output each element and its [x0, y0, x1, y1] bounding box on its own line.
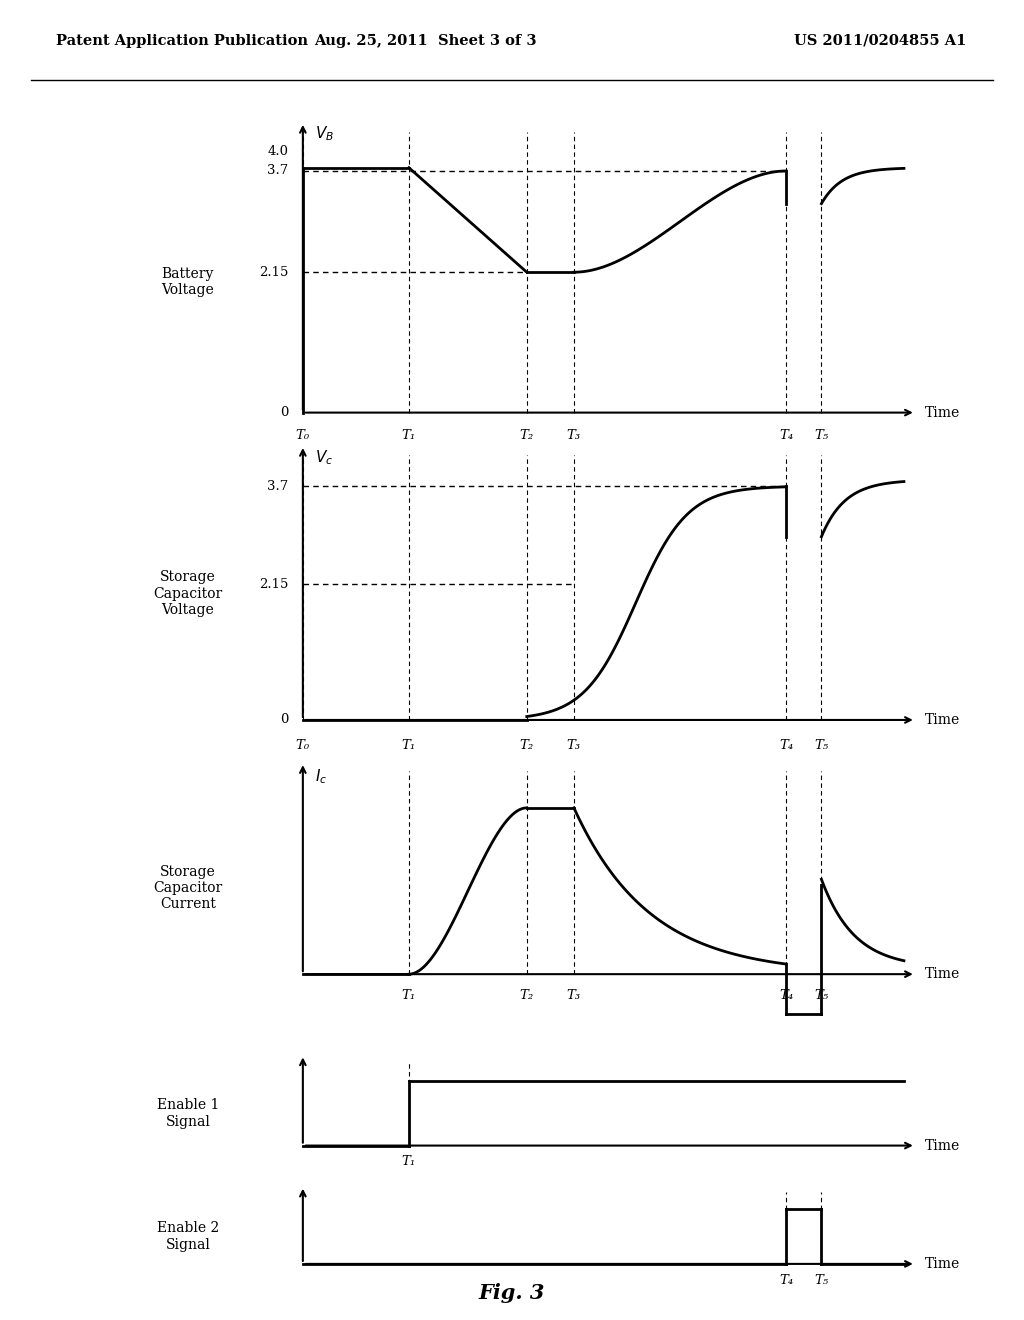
- Text: Enable 1
Signal: Enable 1 Signal: [157, 1098, 219, 1129]
- Text: T₄: T₄: [779, 989, 794, 1002]
- Text: 3.7: 3.7: [267, 165, 288, 177]
- Text: Battery
Voltage: Battery Voltage: [162, 267, 214, 297]
- Text: 0: 0: [280, 407, 288, 420]
- Text: T₁: T₁: [401, 739, 416, 752]
- Text: T₂: T₂: [519, 739, 534, 752]
- Text: Time: Time: [925, 1139, 959, 1152]
- Text: 2.15: 2.15: [259, 265, 288, 279]
- Text: $I_c$: $I_c$: [314, 767, 327, 785]
- Text: $V_c$: $V_c$: [314, 449, 333, 467]
- Text: T₄: T₄: [779, 429, 794, 442]
- Text: T₁: T₁: [401, 1155, 416, 1168]
- Text: T₄: T₄: [779, 1274, 794, 1287]
- Text: T₀: T₀: [296, 739, 310, 752]
- Text: T₃: T₃: [567, 429, 581, 442]
- Text: T₂: T₂: [519, 429, 534, 442]
- Text: T₅: T₅: [814, 739, 828, 752]
- Text: Fig. 3: Fig. 3: [479, 1283, 545, 1303]
- Text: T₁: T₁: [401, 989, 416, 1002]
- Text: Aug. 25, 2011  Sheet 3 of 3: Aug. 25, 2011 Sheet 3 of 3: [313, 33, 537, 48]
- Text: T₂: T₂: [519, 989, 534, 1002]
- Text: T₃: T₃: [567, 989, 581, 1002]
- Text: T₃: T₃: [567, 739, 581, 752]
- Text: Time: Time: [925, 713, 959, 727]
- Text: US 2011/0204855 A1: US 2011/0204855 A1: [795, 33, 967, 48]
- Text: Time: Time: [925, 405, 959, 420]
- Text: 2.15: 2.15: [259, 578, 288, 590]
- Text: Time: Time: [925, 968, 959, 981]
- Text: T₁: T₁: [401, 429, 416, 442]
- Text: Patent Application Publication: Patent Application Publication: [56, 33, 308, 48]
- Text: Enable 2
Signal: Enable 2 Signal: [157, 1221, 219, 1251]
- Text: Storage
Capacitor
Current: Storage Capacitor Current: [154, 865, 222, 911]
- Text: $V_B$: $V_B$: [314, 124, 334, 143]
- Text: T₄: T₄: [779, 739, 794, 752]
- Text: 0: 0: [280, 714, 288, 726]
- Text: T₅: T₅: [814, 1274, 828, 1287]
- Text: Time: Time: [925, 1257, 959, 1271]
- Text: 4.0: 4.0: [267, 145, 288, 158]
- Text: Storage
Capacitor
Voltage: Storage Capacitor Voltage: [154, 570, 222, 616]
- Text: T₀: T₀: [296, 429, 310, 442]
- Text: T₅: T₅: [814, 429, 828, 442]
- Text: T₅: T₅: [814, 989, 828, 1002]
- Text: 3.7: 3.7: [267, 479, 288, 492]
